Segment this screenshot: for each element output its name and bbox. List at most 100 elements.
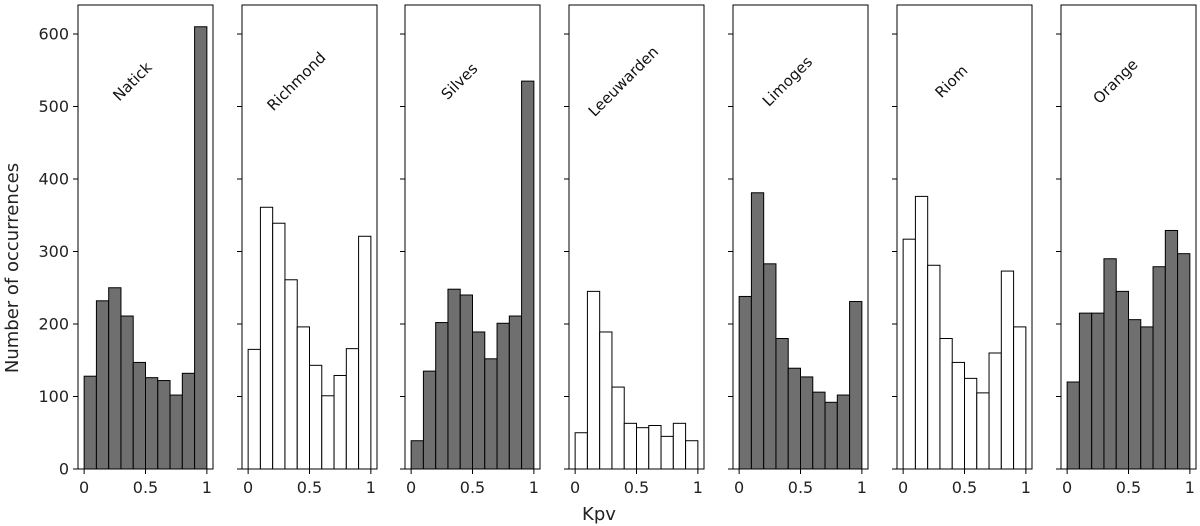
panel-limoges: 0 0.5 1 Limoges <box>728 4 869 497</box>
histogram-bar <box>422 370 437 470</box>
y-tick-label: 500 <box>38 97 69 116</box>
x-tick-label: 1 <box>693 478 703 497</box>
histogram-bar <box>132 361 147 470</box>
histogram-bar <box>836 394 851 470</box>
y-tick-label: 0 <box>59 460 69 479</box>
panel-riom: 0 0.5 1 Riom <box>892 4 1033 497</box>
x-tick-label: 0.5 <box>1116 478 1141 497</box>
histogram-bar <box>800 376 814 470</box>
histogram-bar <box>95 300 110 470</box>
histogram-bar <box>472 331 486 470</box>
histogram-bar <box>108 287 122 470</box>
histogram-bar <box>296 326 310 470</box>
histogram-bar <box>496 322 510 470</box>
histogram-bar <box>1013 326 1027 470</box>
histogram-bar <box>623 422 638 470</box>
panel-name-label: Riom <box>932 62 972 102</box>
histogram-bar <box>435 322 449 470</box>
histogram-bar <box>902 238 916 470</box>
histogram-bar <box>333 374 347 470</box>
x-tick-label: 1 <box>1185 478 1195 497</box>
histogram-bar <box>738 295 752 470</box>
x-tick-label: 0 <box>1062 478 1072 497</box>
x-tick-label: 0 <box>243 478 253 497</box>
x-tick-label: 1 <box>1021 478 1031 497</box>
x-tick-label: 0 <box>898 478 908 497</box>
y-axis-label: Number of occurrences <box>2 163 23 373</box>
panel-natick: 0 100 200 300 400 500 600 0 0.5 1 Natick <box>38 4 214 497</box>
histogram-bar <box>750 192 765 470</box>
histogram-bar <box>927 264 941 470</box>
histogram-bar <box>586 290 601 470</box>
histogram-bar <box>660 435 674 470</box>
histogram-bar <box>914 195 929 470</box>
histogram-bar <box>976 392 990 470</box>
histogram-bar <box>358 235 372 470</box>
histogram-bar <box>157 380 171 470</box>
x-tick-label: 0.5 <box>624 478 649 497</box>
histogram-bar <box>410 440 424 470</box>
histogram-bar <box>284 279 298 470</box>
histogram-bar <box>521 80 535 470</box>
y-tick-label: 100 <box>38 387 69 406</box>
histogram-bar <box>321 395 335 470</box>
y-tick-label: 600 <box>38 25 69 44</box>
y-tick-label: 400 <box>38 170 69 189</box>
panel-silves: 0 0.5 1 Silves <box>400 4 541 497</box>
histogram-bar <box>599 331 613 470</box>
y-tick-label: 200 <box>38 315 69 334</box>
x-tick-label: 0.5 <box>297 478 322 497</box>
histogram-bar <box>459 294 473 470</box>
histogram-bar <box>685 440 699 470</box>
histogram-bar <box>145 377 159 470</box>
x-tick-label: 0.5 <box>133 478 158 497</box>
histogram-bar <box>648 425 662 470</box>
histogram-bar <box>345 348 360 470</box>
panel-richmond: 0 0.5 1 Richmond <box>237 4 378 497</box>
histogram-bar <box>812 391 826 470</box>
panel-leeuwarden: 0 0.5 1 Leeuwarden <box>564 4 705 497</box>
x-tick-label: 0.5 <box>460 478 485 497</box>
histogram-bar <box>1091 312 1105 470</box>
histogram-bar <box>259 206 274 470</box>
histogram-bar <box>1152 266 1166 470</box>
panel-name-label: Silves <box>438 59 482 103</box>
histogram-bar <box>1066 381 1080 470</box>
histogram-bar <box>508 315 523 470</box>
x-tick-label: 1 <box>202 478 212 497</box>
histogram-bar <box>824 401 838 470</box>
histogram-bar <box>1177 253 1191 470</box>
histogram-bar <box>787 367 802 470</box>
histogram-bar <box>574 432 588 470</box>
x-tick-label: 1 <box>529 478 539 497</box>
histogram-bar <box>636 427 650 470</box>
histogram-bar <box>120 315 134 470</box>
histogram-bar <box>849 301 863 470</box>
histogram-bar <box>672 422 687 470</box>
histogram-bar <box>247 348 261 470</box>
histogram-bar <box>484 358 498 470</box>
histogram-bar <box>1103 258 1117 470</box>
histogram-bar <box>1000 270 1015 470</box>
x-tick-label: 0 <box>406 478 416 497</box>
histogram-bar <box>775 338 789 470</box>
y-tick-label: 300 <box>38 242 69 261</box>
histogram-bar <box>988 352 1002 470</box>
panel-orange: 0 0.5 1 Orange <box>1056 4 1197 497</box>
histogram-bar <box>939 338 953 470</box>
histogram-bar <box>447 288 461 470</box>
x-tick-label: 0.5 <box>952 478 977 497</box>
panel-name-label: Leeuwarden <box>585 43 663 121</box>
histogram-bar <box>309 364 323 470</box>
histogram-bar <box>1115 290 1130 470</box>
panel-name-label: Limoges <box>759 53 816 110</box>
x-tick-label: 0 <box>570 478 580 497</box>
histogram-bar <box>1128 319 1142 470</box>
histogram-bar <box>964 377 978 470</box>
histogram-bar <box>1164 229 1179 470</box>
histogram-bar <box>272 222 286 470</box>
x-axis-label: Kpv <box>582 504 616 525</box>
panel-name-label: Richmond <box>264 49 330 115</box>
panel-name-label: Orange <box>1090 56 1142 108</box>
